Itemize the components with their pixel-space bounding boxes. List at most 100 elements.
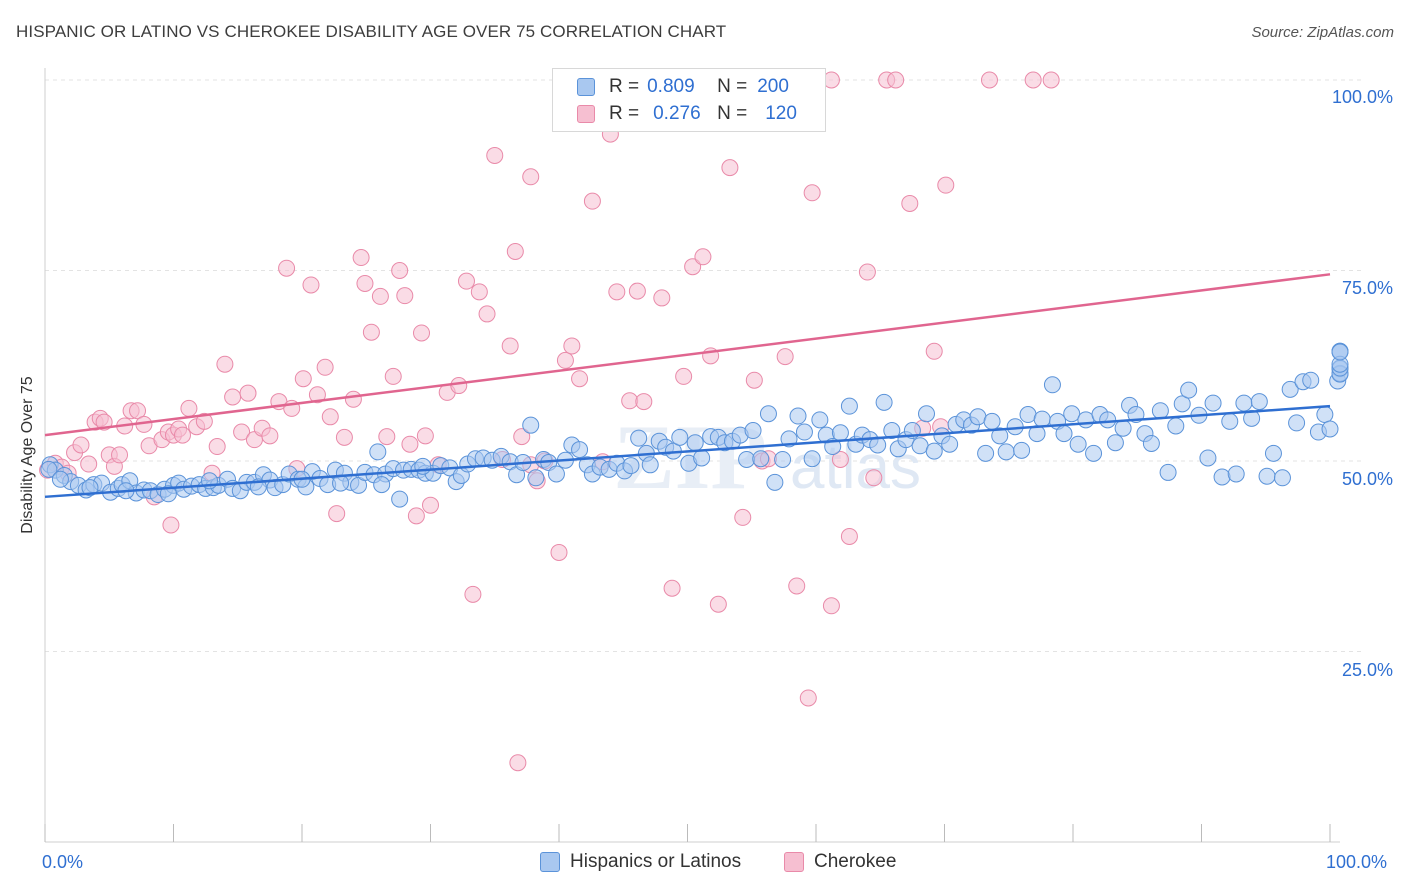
data-point (918, 405, 936, 423)
data-point (635, 393, 653, 411)
data-point (941, 435, 959, 453)
data-point (501, 337, 519, 355)
data-point (608, 283, 626, 301)
n-label: N = (717, 76, 748, 97)
blue-swatch (577, 78, 595, 96)
data-point (413, 324, 431, 342)
data-point (180, 399, 198, 417)
data-point (887, 71, 905, 89)
gridlines (45, 79, 1362, 652)
data-point (328, 505, 346, 523)
data-point (653, 289, 671, 307)
source-label: Source: ZipAtlas.com (1251, 24, 1394, 41)
data-point (195, 412, 213, 430)
data-point (1273, 469, 1291, 487)
data-point (450, 377, 468, 395)
data-point (556, 351, 574, 369)
y-axis-label: Disability Age Over 75 (19, 376, 36, 534)
data-point (486, 146, 504, 164)
data-point (362, 323, 380, 341)
data-point (977, 444, 995, 462)
data-point (1013, 441, 1031, 459)
n-value: 120 (765, 103, 797, 124)
data-point (1213, 468, 1231, 486)
data-point (373, 476, 391, 494)
data-point (803, 184, 821, 202)
data-point (216, 355, 234, 373)
data-point (663, 579, 681, 597)
data-point (457, 272, 475, 290)
data-point (208, 438, 226, 456)
data-point (1043, 376, 1061, 394)
data-point (1316, 406, 1334, 424)
data-point (1288, 414, 1306, 432)
r-label: R = (609, 103, 640, 124)
data-point (759, 405, 777, 423)
data-point (396, 287, 414, 305)
legend-label-cherokee: Cherokee (814, 851, 897, 872)
data-point (745, 371, 763, 389)
data-point (776, 348, 794, 366)
y-tick-label: 75.0% (1342, 278, 1393, 298)
legend-label-hispanic: Hispanics or Latinos (570, 851, 742, 872)
data-point (831, 450, 849, 468)
data-point (709, 595, 727, 613)
cherokee-points (39, 71, 1060, 772)
stats-legend: R = 0.809 N = 200 R = 0.276 N = 120 (552, 68, 826, 132)
data-point (344, 390, 362, 408)
data-point (901, 194, 919, 212)
data-point (883, 422, 901, 440)
data-point (51, 470, 69, 488)
axes (44, 68, 1340, 843)
data-point (1019, 406, 1037, 424)
data-point (738, 450, 756, 468)
data-point (752, 450, 770, 468)
data-point (422, 496, 439, 514)
y-tick-labels: 25.0% 50.0% 75.0% 100.0% (1332, 87, 1393, 680)
data-point (1204, 394, 1222, 412)
data-point (980, 71, 998, 89)
data-point (766, 473, 784, 491)
data-point (401, 435, 419, 453)
pink-swatch (784, 852, 804, 872)
data-point (1159, 463, 1177, 481)
chart-title: HISPANIC OR LATINO VS CHEROKEE DISABILIT… (16, 22, 727, 41)
data-point (506, 242, 524, 260)
hispanic-points (40, 342, 1349, 508)
data-point (803, 450, 821, 468)
r-value: 0.809 (647, 76, 695, 97)
data-point (734, 508, 752, 526)
data-point (675, 367, 693, 385)
data-point (563, 337, 581, 355)
data-point (721, 159, 739, 177)
data-point (391, 490, 409, 508)
legend-item-hispanic: Hispanics or Latinos (540, 851, 741, 873)
data-point (583, 192, 601, 210)
blue-swatch (540, 852, 560, 872)
data-point (162, 516, 180, 534)
pink-swatch (577, 105, 595, 123)
data-point (416, 427, 434, 445)
data-point (129, 402, 147, 420)
data-point (111, 446, 129, 464)
data-point (40, 460, 58, 478)
data-point (1321, 420, 1339, 438)
data-point (831, 424, 849, 442)
data-point (302, 276, 320, 294)
data-point (693, 449, 711, 467)
data-point (621, 392, 639, 410)
data-point (799, 689, 817, 707)
cherokee-trend-line (44, 273, 1331, 437)
data-point (239, 384, 257, 402)
data-point (316, 358, 334, 376)
data-point (1077, 411, 1095, 429)
data-point (997, 443, 1015, 461)
data-point (1173, 395, 1191, 413)
data-point (1302, 371, 1320, 389)
data-point (686, 434, 704, 452)
data-point (1199, 449, 1217, 467)
data-point (875, 393, 893, 411)
data-point (1235, 394, 1253, 412)
data-point (774, 450, 792, 468)
data-point (1024, 71, 1042, 89)
